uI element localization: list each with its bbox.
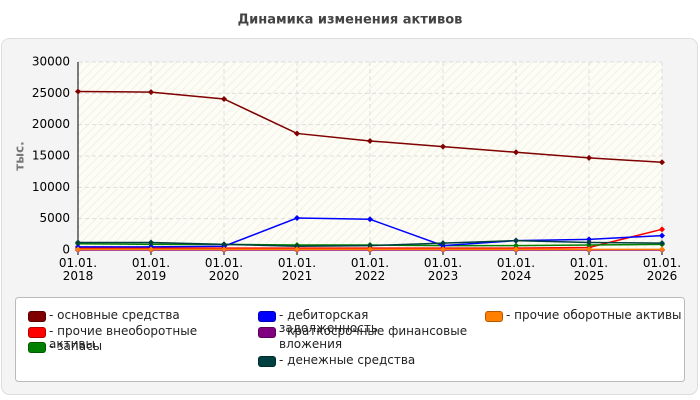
point — [440, 246, 446, 253]
legend-swatch — [28, 327, 46, 338]
legend-swatch — [258, 311, 276, 322]
legend-label: - денежные средства — [279, 353, 416, 367]
x-tick-label: 01.01. 2020 — [204, 256, 244, 283]
legend-item: - денежные средства — [258, 354, 469, 367]
y-tick-label: 30000 — [32, 55, 70, 69]
point — [440, 240, 446, 247]
point — [75, 239, 81, 246]
x-tick-label: 01.01. 2022 — [350, 256, 390, 283]
x-tick-label: 01.01. 2021 — [277, 256, 317, 283]
legend-label: - прочие внеоборотные активы — [49, 324, 198, 351]
x-tick-label: 01.01. 2023 — [423, 256, 463, 283]
chart-title: Динамика изменения активов — [238, 13, 463, 28]
y-tick-label: 5000 — [39, 211, 70, 225]
legend-item: - запасы — [28, 340, 239, 353]
point — [659, 226, 665, 233]
x-tick-label: 01.01. 2018 — [58, 256, 98, 283]
point — [586, 246, 592, 253]
point — [221, 95, 227, 102]
legend-item: - прочие внеоборотные активы — [28, 325, 239, 351]
point — [367, 246, 373, 253]
point — [367, 137, 373, 144]
y-tick-label: 10000 — [32, 180, 70, 194]
point — [367, 242, 373, 249]
x-tick-label: 01.01. 2019 — [131, 256, 171, 283]
legend-label: - дебиторская задолженность — [279, 308, 378, 335]
point — [513, 246, 519, 253]
point — [367, 216, 373, 223]
point — [586, 239, 592, 246]
point — [148, 246, 154, 253]
legend-box — [15, 297, 685, 382]
point — [513, 149, 519, 156]
legend-item: - краткосрочные финансовые вложения — [258, 325, 469, 351]
point — [513, 242, 519, 249]
point — [294, 243, 300, 250]
y-tick-label: 15000 — [32, 149, 70, 163]
legend-item: - основные средства — [28, 309, 239, 322]
point — [221, 246, 227, 253]
x-tick-label: 01.01. 2025 — [569, 256, 609, 283]
point — [440, 143, 446, 150]
point — [586, 236, 592, 243]
y-tick-label: 25000 — [32, 86, 70, 100]
x-tick-label: 01.01. 2026 — [642, 256, 682, 283]
y-tick-label: 20000 — [32, 117, 70, 131]
point — [75, 246, 81, 253]
legend-item: - прочие оборотные активы — [485, 309, 696, 322]
point — [75, 88, 81, 95]
legend-label: - основные средства — [49, 308, 180, 322]
legend-swatch — [28, 311, 46, 322]
point — [148, 239, 154, 246]
x-tick-label: 01.01. 2024 — [496, 256, 536, 283]
point — [659, 159, 665, 166]
legend-swatch — [28, 342, 46, 353]
legend-item: - дебиторская задолженность — [258, 309, 469, 335]
legend-swatch — [258, 356, 276, 367]
point — [221, 241, 227, 248]
legend-label: - запасы — [49, 339, 103, 353]
point — [294, 215, 300, 222]
point — [294, 246, 300, 253]
legend-label: - краткосрочные финансовые вложения — [279, 324, 468, 351]
point — [513, 237, 519, 244]
point — [586, 154, 592, 161]
y-tick-label: 0 — [62, 243, 70, 257]
y-axis-label: тыс. — [13, 141, 27, 170]
point — [659, 240, 665, 247]
legend-swatch — [258, 327, 276, 338]
legend-swatch — [485, 311, 503, 322]
point — [294, 130, 300, 137]
point — [148, 89, 154, 96]
point — [659, 246, 665, 253]
point — [659, 232, 665, 239]
legend-label: - прочие оборотные активы — [506, 308, 682, 322]
